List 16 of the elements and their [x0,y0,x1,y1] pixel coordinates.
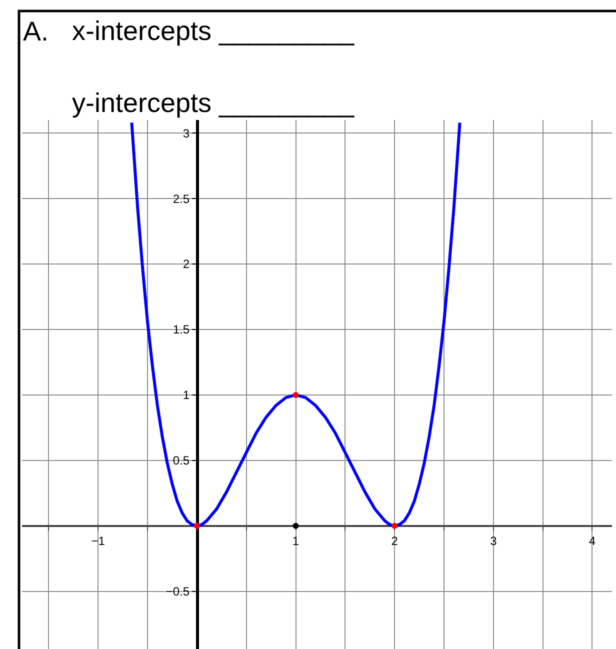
x-tick-label: 4 [588,534,596,548]
y-tick-label: 3 [182,126,190,140]
y-tick-label: 2 [182,257,190,272]
y-tick-label: −0.5 [166,584,190,599]
chart-title: A. [23,16,49,46]
y-tick-label: 2.5 [172,192,190,206]
x-tick-label: 3 [490,534,498,548]
y-tick-label: 1.5 [172,322,190,337]
x-tick-label: 1 [292,534,300,548]
line-series [130,121,462,528]
x-tick-label: −1 [91,534,106,548]
y-tick-label: 1 [182,388,190,402]
text: y-intercepts _________ [72,88,356,118]
text: x-intercepts _________ [72,16,356,46]
y-tick-label: 0.5 [172,454,190,468]
x-tick-label: 2 [391,534,398,548]
